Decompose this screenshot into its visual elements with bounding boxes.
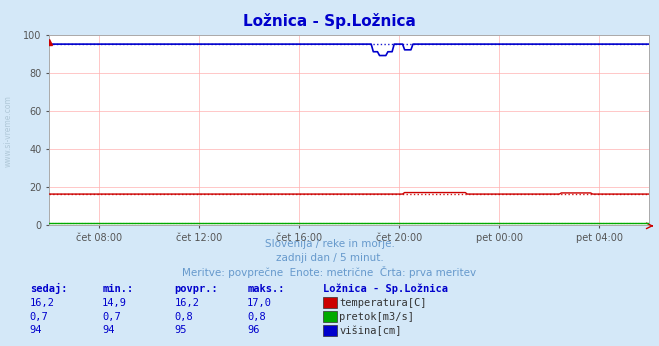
Text: Meritve: povprečne  Enote: metrične  Črta: prva meritev: Meritve: povprečne Enote: metrične Črta:… <box>183 266 476 277</box>
Text: Ložnica - Sp.Ložnica: Ložnica - Sp.Ložnica <box>243 13 416 29</box>
Text: pretok[m3/s]: pretok[m3/s] <box>339 312 415 321</box>
Text: www.si-vreme.com: www.si-vreme.com <box>3 95 13 167</box>
Text: 16,2: 16,2 <box>30 298 55 308</box>
Text: 96: 96 <box>247 326 260 335</box>
Text: Slovenija / reke in morje.: Slovenija / reke in morje. <box>264 239 395 249</box>
Text: 94: 94 <box>102 326 115 335</box>
Text: 0,8: 0,8 <box>247 312 266 321</box>
Text: 95: 95 <box>175 326 187 335</box>
Text: 16,2: 16,2 <box>175 298 200 308</box>
Text: povpr.:: povpr.: <box>175 284 218 294</box>
Text: 14,9: 14,9 <box>102 298 127 308</box>
Text: sedaj:: sedaj: <box>30 283 67 294</box>
Text: 0,7: 0,7 <box>102 312 121 321</box>
Text: višina[cm]: višina[cm] <box>339 325 402 336</box>
Text: zadnji dan / 5 minut.: zadnji dan / 5 minut. <box>275 253 384 263</box>
Text: 0,7: 0,7 <box>30 312 48 321</box>
Text: Ložnica - Sp.Ložnica: Ložnica - Sp.Ložnica <box>323 284 448 294</box>
Text: 17,0: 17,0 <box>247 298 272 308</box>
Text: min.:: min.: <box>102 284 133 294</box>
Text: 94: 94 <box>30 326 42 335</box>
Text: maks.:: maks.: <box>247 284 285 294</box>
Text: 0,8: 0,8 <box>175 312 193 321</box>
Text: temperatura[C]: temperatura[C] <box>339 298 427 308</box>
